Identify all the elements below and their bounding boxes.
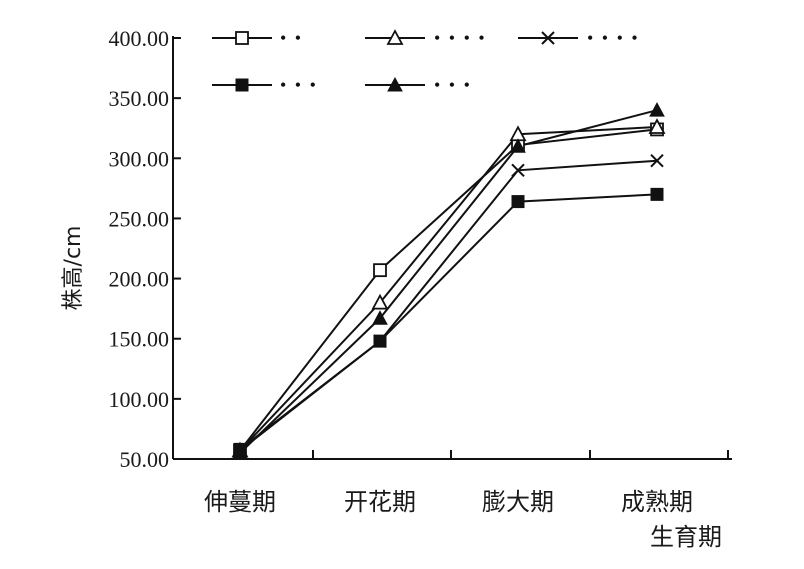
filled-square-marker [373, 334, 387, 348]
legend-label: • • • • [434, 28, 487, 48]
y-tick-label: 100.00 [109, 387, 170, 412]
filled-square-marker [511, 195, 525, 209]
open-triangle-marker [386, 29, 404, 45]
x-marker [541, 31, 555, 45]
x-marker-stroke [511, 163, 525, 178]
series-line [239, 128, 658, 452]
series-line [239, 193, 658, 451]
open-square-marker [373, 263, 387, 278]
y-tick-label: 250.00 [109, 206, 170, 231]
x-marker [511, 163, 525, 178]
filled-triangle-marker [510, 138, 526, 153]
legend-label: • • • • [587, 28, 640, 48]
series-line [239, 126, 658, 452]
y-tick-label: 400.00 [109, 26, 170, 51]
filled-triangle-marker [649, 102, 665, 117]
x-marker [650, 153, 664, 168]
y-tick-label: 50.00 [120, 447, 170, 472]
y-tick-label: 300.00 [109, 146, 170, 171]
open-triangle-marker [371, 293, 389, 310]
legend-label: • • [280, 28, 303, 48]
open-square-marker [235, 31, 249, 45]
series-lines [239, 109, 658, 454]
legend-label: • • • [280, 75, 318, 95]
series-line [239, 159, 658, 452]
y-tick-label: 200.00 [109, 267, 170, 292]
axes: 50.00 100.00 150.00 200.00 250.00 300.00 350.0… [109, 26, 732, 516]
legend-item: • • • [212, 75, 318, 95]
x-axis-title: 生育期 [650, 523, 722, 551]
open-triangle-marker [648, 118, 666, 134]
legend-label: • • • [434, 75, 472, 95]
x-tick-label: 膨大期 [482, 488, 554, 516]
series-line [239, 109, 658, 454]
filled-square-marker [235, 78, 249, 92]
y-axis-title: 株高/cm [61, 226, 86, 311]
x-tick-label: 伸蔓期 [204, 488, 276, 516]
legend-item: • • • • [518, 28, 640, 48]
legend-item: • • [212, 28, 303, 48]
filled-triangle-marker [372, 310, 388, 325]
x-tick-label: 成熟期 [621, 488, 693, 516]
x-marker-stroke [650, 153, 664, 168]
filled-triangle-marker [387, 76, 403, 92]
legend-item: • • • [365, 75, 472, 95]
filled-square-marker [650, 187, 664, 201]
legend-item: • • • • [365, 28, 487, 48]
series-markers [231, 102, 666, 460]
y-tick-label: 350.00 [109, 86, 170, 111]
filled-triangle-marker [232, 444, 248, 460]
legend: • • • • • • • • • • • • • • • • [212, 28, 640, 95]
x-tick-label: 开花期 [344, 488, 416, 516]
y-tick-label: 150.00 [109, 327, 170, 352]
x-marker-stroke [541, 31, 555, 45]
